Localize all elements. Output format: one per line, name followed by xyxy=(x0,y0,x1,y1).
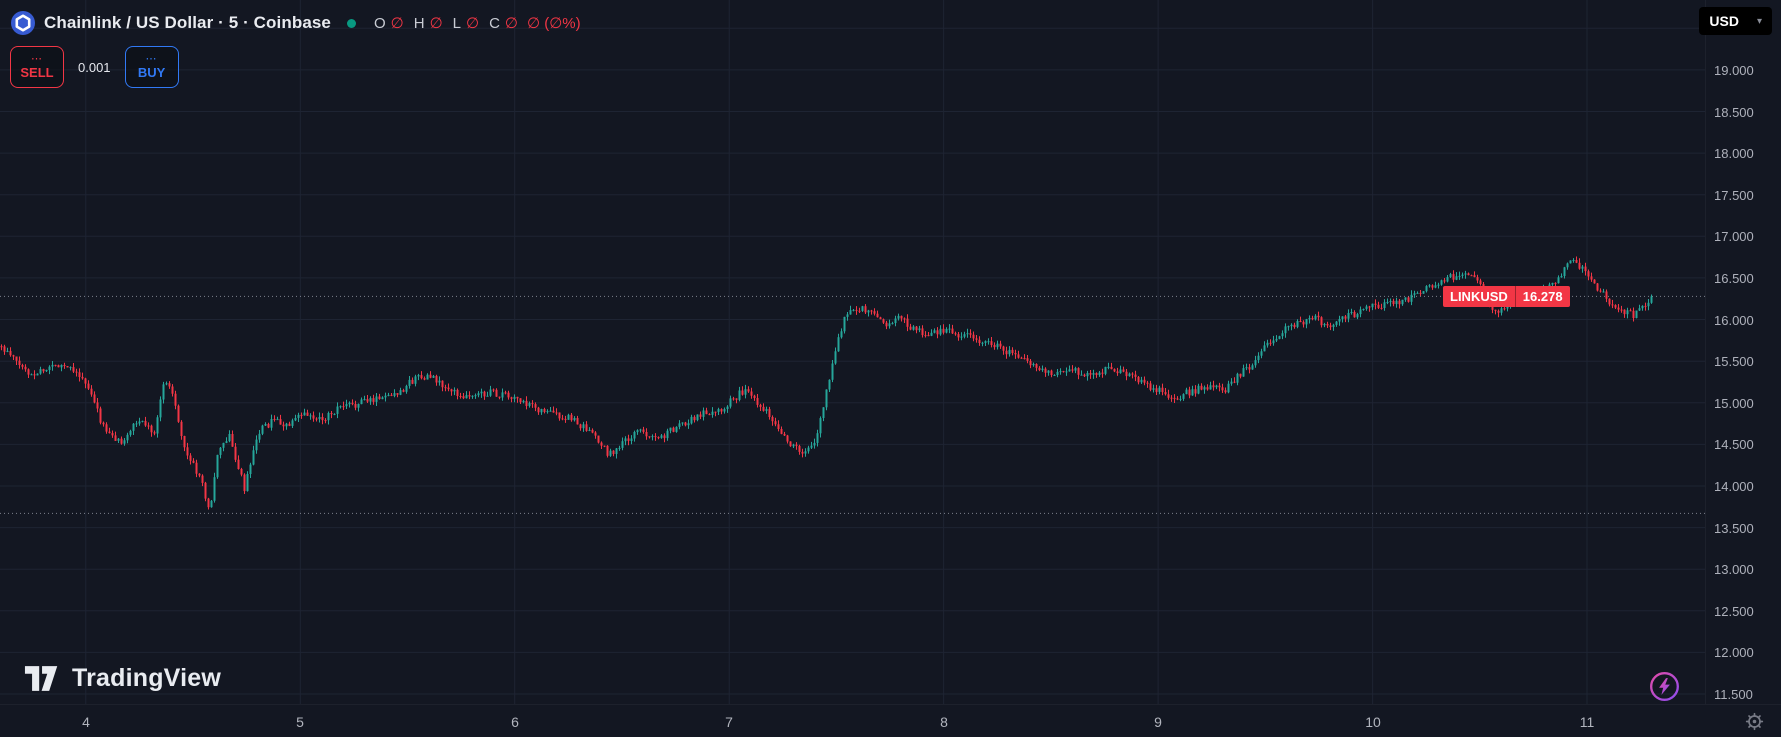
chainlink-logo-icon xyxy=(11,11,35,35)
time-axis-label: 6 xyxy=(511,714,519,730)
ohlc-low-value: ∅ xyxy=(466,15,480,32)
currency-toggle-button[interactable]: USD ▾ xyxy=(1699,7,1772,35)
tradingview-wordmark: TradingView xyxy=(72,664,222,692)
tradingview-logo-icon xyxy=(24,666,58,691)
price-axis-label: 11.500 xyxy=(1714,687,1753,702)
price-axis-label: 16.000 xyxy=(1714,313,1754,328)
lightning-icon xyxy=(1650,672,1679,701)
candlestick-plot xyxy=(0,0,1705,704)
time-axis-label: 8 xyxy=(940,714,948,730)
time-axis-label: 9 xyxy=(1154,714,1162,730)
buy-button[interactable]: ⋯ BUY xyxy=(124,46,179,88)
sell-price-placeholder: ⋯ xyxy=(31,53,43,66)
ohlc-values: O ∅ H ∅ L ∅ C ∅ ∅ (∅%) xyxy=(369,14,581,33)
ohlc-open-label: O xyxy=(373,14,386,32)
price-axis-label: 13.000 xyxy=(1714,562,1754,577)
ohlc-close-label: C xyxy=(489,14,500,32)
time-axis-label: 11 xyxy=(1579,714,1595,730)
axis-corner xyxy=(1705,704,1781,737)
ohlc-change-value: ∅ (∅%) xyxy=(527,15,581,32)
price-axis-label: 15.500 xyxy=(1714,354,1754,369)
price-axis-label: 14.000 xyxy=(1714,479,1754,494)
price-axis[interactable]: 19.000 18.500 18.000 17.500 17.000 16.500 16.0… xyxy=(1705,0,1781,704)
price-label-symbol: LINKUSD xyxy=(1443,286,1515,307)
time-axis-label: 5 xyxy=(296,714,304,730)
ohlc-open-value: ∅ xyxy=(390,15,404,32)
market-status-dot xyxy=(346,18,356,28)
price-axis-label: 18.500 xyxy=(1714,105,1754,120)
axis-settings-button[interactable] xyxy=(1745,712,1764,731)
last-price-label: LINKUSD 16.278 xyxy=(1443,286,1570,307)
symbol-title[interactable]: Chainlink / US Dollar · 5 · Coinbase xyxy=(44,13,331,32)
buy-price-placeholder: ⋯ xyxy=(145,53,158,66)
price-axis-label: 17.000 xyxy=(1714,229,1754,244)
price-axis-label: 12.500 xyxy=(1714,604,1754,619)
time-axis-label: 7 xyxy=(725,714,733,730)
ohlc-close-value: ∅ xyxy=(504,15,518,32)
chevron-down-icon: ▾ xyxy=(1756,15,1762,27)
tradingview-watermark: TradingView xyxy=(24,664,221,693)
time-axis[interactable]: 4 5 6 7 8 9 10 11 xyxy=(0,704,1705,737)
price-axis-label: 12.000 xyxy=(1714,645,1754,660)
time-axis-label: 4 xyxy=(82,714,90,730)
trade-panel: ⋯ SELL 0.001 ⋯ BUY xyxy=(10,46,179,88)
price-axis-label: 18.000 xyxy=(1714,146,1754,161)
ohlc-high-value: ∅ xyxy=(429,15,443,32)
ohlc-low-label: L xyxy=(452,14,461,32)
chart-canvas[interactable]: LINKUSD 16.278 xyxy=(0,0,1705,704)
price-axis-label: 16.500 xyxy=(1714,271,1754,286)
sell-label: SELL xyxy=(20,65,54,81)
quantity-value[interactable]: 0.001 xyxy=(78,59,111,75)
price-axis-label: 13.500 xyxy=(1714,521,1754,536)
price-axis-label: 15.000 xyxy=(1714,396,1754,411)
boost-button[interactable] xyxy=(1649,671,1680,702)
ohlc-high-label: H xyxy=(413,14,425,32)
price-label-value: 16.278 xyxy=(1514,286,1570,307)
sell-button[interactable]: ⋯ SELL xyxy=(10,46,64,88)
buy-label: BUY xyxy=(137,65,166,81)
price-axis-label: 19.000 xyxy=(1714,63,1754,78)
currency-label: USD xyxy=(1709,13,1739,29)
price-axis-label: 17.500 xyxy=(1714,188,1754,203)
time-axis-label: 10 xyxy=(1365,714,1381,730)
price-axis-label: 14.500 xyxy=(1714,437,1754,452)
gear-icon xyxy=(1745,712,1764,731)
symbol-header: Chainlink / US Dollar · 5 · Coinbase O ∅ … xyxy=(11,10,581,36)
